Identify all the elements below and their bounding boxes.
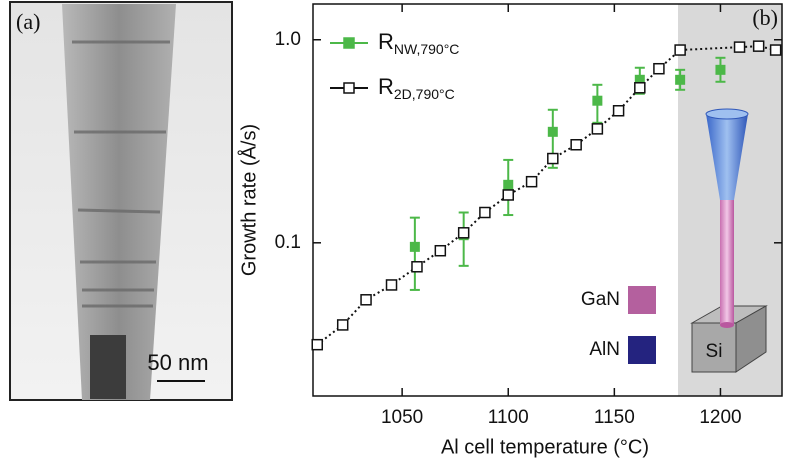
panel-label: (a) [16,9,40,34]
data-point [409,241,420,252]
y-axis-label: Growth rate (Å/s) [237,124,260,276]
y-tick-label: 0.1 [275,232,301,253]
nanowire-base [720,322,734,328]
data-point [411,261,423,273]
nanowire-top [705,108,749,120]
x-axis-label: Al cell temperature (°C) [441,436,649,458]
data-point [634,74,645,85]
data-point [336,319,349,331]
y-tick-label: 1.0 [275,29,301,50]
tem-image [9,1,233,401]
data-point [733,41,746,53]
legend-marker [343,82,355,94]
x-tick-label: 1100 [488,407,529,428]
data-point [434,244,447,257]
data-point [311,338,323,351]
data-point [612,105,625,117]
legend-subscript: NW,790°C [394,41,460,57]
data-point [502,189,514,201]
data-point [547,126,558,137]
data-point [503,179,514,190]
data-point [592,95,603,106]
material-label: GaN [581,289,620,310]
data-point [653,62,665,75]
x-tick-label: 1050 [381,407,423,428]
data-point [715,64,726,75]
x-tick-label: 1150 [594,407,635,428]
legend-subscript: 2D,790°C [394,86,455,102]
plot: 1050 1100 1150 12001.00.1RNW,790°CR2D,790°C… [275,3,783,428]
data-point [525,175,538,188]
data-point [675,74,686,85]
x-tick-label: 1200 [699,407,741,428]
data-point [570,139,582,151]
scale-bar-label: 50 nm [147,350,208,375]
material-label: AlN [589,339,620,360]
legend-label: R2D,790°C [378,74,455,102]
material-swatch [628,286,656,314]
data-point [479,206,491,219]
material-swatch [628,336,656,364]
legend-label: RNW,790°C [378,29,459,57]
legend-name: R [378,74,394,99]
data-point [547,152,559,165]
panel-label: (b) [752,5,778,30]
data-point [634,82,646,94]
substrate-label: Si [706,341,723,362]
nanowire-rod [720,200,734,325]
plot-frame [312,3,783,397]
substrate-front [691,322,737,373]
data-point [769,44,782,56]
data-point [457,227,470,239]
legend-marker [343,37,355,49]
nanowire-cone [706,114,748,200]
data-point [674,44,686,56]
data-point [360,294,372,306]
data-point [752,40,765,52]
data-point [385,279,398,291]
legend-name: R [378,29,394,54]
data-point [591,123,604,135]
